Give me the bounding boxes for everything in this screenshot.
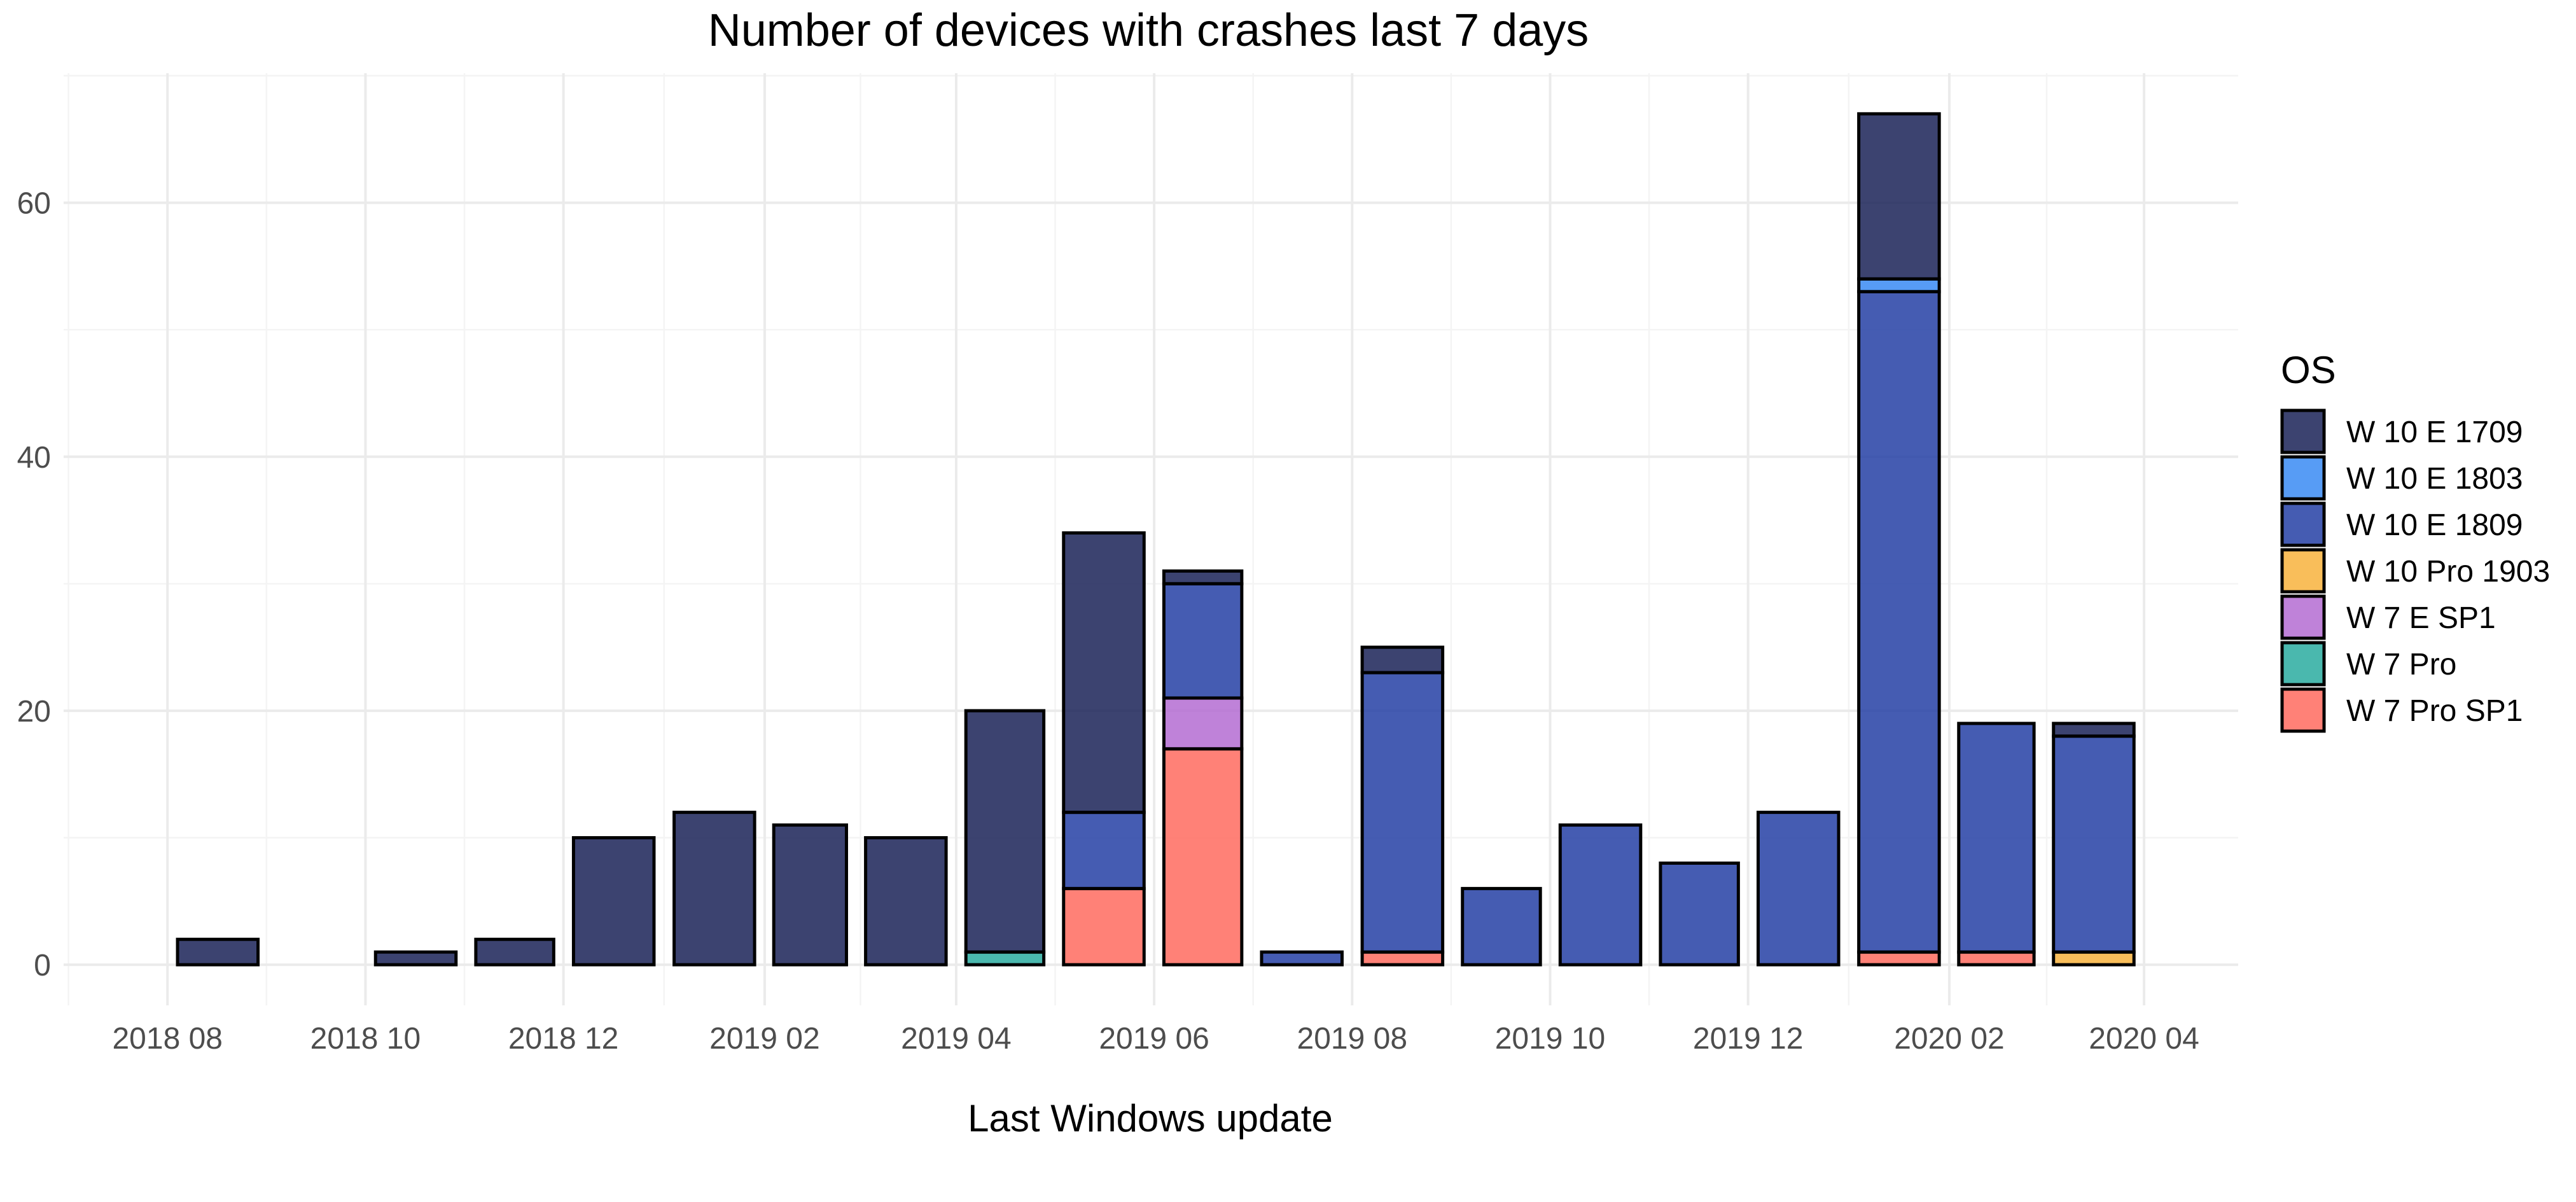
legend: OS W 10 E 1709 W 10 E 1803 W 10 E 1809 W 10… [2280, 349, 2550, 733]
x-tick-label: 2019 08 [1297, 1022, 1408, 1056]
legend-label: W 10 E 1803 [2346, 462, 2523, 496]
x-tick-label: 2020 02 [1894, 1022, 2005, 1056]
bar-segment [2052, 722, 2136, 738]
bar-segment [864, 836, 948, 967]
legend-title: OS [2281, 349, 2336, 391]
legend-key [2280, 687, 2326, 733]
bar-segment [1957, 722, 2036, 954]
bar-segment [1260, 950, 1344, 967]
x-tick-label: 2019 12 [1693, 1022, 1804, 1056]
bar-segment [1062, 531, 1146, 814]
legend-label: W 7 Pro [2346, 648, 2456, 681]
bar-segment [1857, 112, 1941, 281]
bar-segment [772, 823, 848, 967]
legend-key [2280, 594, 2326, 640]
bar-segment [1360, 950, 1445, 967]
chart-title: Number of devices with crashes last 7 da… [708, 5, 1589, 56]
x-axis: 2018 08 2018 10 2018 12 2019 02 2019 04 2019 … [112, 1022, 2199, 1056]
x-tick-label: 2018 12 [508, 1022, 619, 1056]
bar-segment [474, 937, 555, 967]
bar-segment [2052, 734, 2136, 954]
y-tick-label: 40 [17, 441, 51, 475]
bar-segment [1162, 582, 1244, 700]
bar-segment [1857, 290, 1941, 954]
x-axis-title: Last Windows update [968, 1097, 1333, 1140]
y-tick-label: 0 [34, 949, 51, 982]
x-tick-label: 2018 08 [112, 1022, 223, 1056]
legend-key [2280, 641, 2326, 687]
x-tick-label: 2019 10 [1495, 1022, 1606, 1056]
bar-segment [1360, 671, 1445, 954]
bar-segment [1558, 823, 1643, 967]
bar-segment [1957, 950, 2036, 967]
bar-segment [1857, 277, 1941, 293]
bar-segment [1162, 569, 1244, 585]
y-axis: 0 20 40 60 [17, 187, 51, 983]
x-tick-label: 2020 04 [2089, 1022, 2199, 1056]
bar-segment [1756, 811, 1841, 967]
x-tick-label: 2019 04 [901, 1022, 1012, 1056]
bar-segment [1062, 811, 1146, 890]
legend-label: W 10 Pro 1903 [2346, 555, 2550, 589]
bar-segment [964, 709, 1046, 954]
legend-label: W 10 E 1709 [2346, 416, 2523, 449]
x-tick-label: 2018 10 [310, 1022, 421, 1056]
x-tick-label: 2019 02 [709, 1022, 820, 1056]
legend-key [2280, 455, 2326, 501]
grid [64, 73, 2238, 1005]
x-tick-label: 2019 06 [1099, 1022, 1209, 1056]
legend-label: W 10 E 1809 [2346, 508, 2523, 542]
bar-segment [1062, 886, 1146, 967]
y-tick-label: 60 [17, 187, 51, 221]
legend-label: W 7 E SP1 [2346, 601, 2496, 635]
bar-segment [672, 811, 756, 967]
bar-segment [2052, 950, 2136, 967]
legend-key [2280, 409, 2326, 454]
bar-segment [373, 950, 458, 967]
legend-label: W 7 Pro SP1 [2346, 694, 2523, 728]
bar-segment [1360, 645, 1445, 674]
bar-segment [964, 950, 1046, 967]
bar-segment [1659, 861, 1740, 967]
bar-segment [1461, 886, 1542, 967]
bar-segment [1162, 696, 1244, 751]
legend-key [2280, 548, 2326, 594]
bar-segment [176, 937, 260, 967]
bar-segment [571, 836, 656, 967]
bars [176, 112, 2136, 967]
legend-key [2280, 501, 2326, 547]
bar-segment [1857, 950, 1941, 967]
y-tick-label: 20 [17, 695, 51, 729]
bar-segment [1162, 747, 1244, 967]
